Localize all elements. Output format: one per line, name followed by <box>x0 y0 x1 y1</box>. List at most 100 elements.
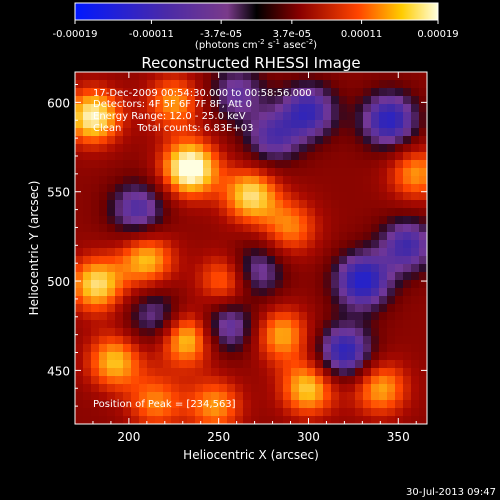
heatmap-cell <box>163 200 172 209</box>
heatmap-cell <box>139 72 148 81</box>
heatmap-cell <box>115 272 124 281</box>
heatmap-cell <box>283 296 292 305</box>
heatmap-cell <box>139 376 148 385</box>
heatmap-cell <box>195 216 204 225</box>
heatmap-cell <box>315 200 324 209</box>
heatmap-cell <box>315 80 324 89</box>
heatmap-cell <box>155 360 164 369</box>
heatmap-cell <box>411 344 420 353</box>
heatmap-cell <box>139 120 148 129</box>
heatmap-cell <box>267 128 276 137</box>
heatmap-cell <box>203 376 212 385</box>
heatmap-cell <box>283 368 292 377</box>
heatmap-cell <box>283 400 292 409</box>
heatmap-cell <box>187 168 196 177</box>
heatmap-cell <box>275 192 284 201</box>
heatmap-cell <box>387 232 396 241</box>
heatmap-cell <box>123 288 132 297</box>
heatmap-cell <box>403 264 412 273</box>
heatmap-cell <box>243 416 252 424</box>
heatmap-cell <box>251 232 260 241</box>
heatmap-cell <box>283 344 292 353</box>
heatmap-cell <box>163 344 172 353</box>
heatmap-cell <box>339 200 348 209</box>
heatmap-cell <box>187 112 196 121</box>
heatmap-cell <box>179 304 188 313</box>
heatmap-cell <box>131 168 140 177</box>
heatmap-cell <box>283 256 292 265</box>
heatmap-cell <box>387 392 396 401</box>
heatmap-cell <box>131 296 140 305</box>
heatmap-cell <box>259 392 268 401</box>
heatmap-cell <box>267 232 276 241</box>
heatmap-cell <box>419 384 427 393</box>
heatmap-cell <box>251 320 260 329</box>
heatmap-cell <box>211 256 220 265</box>
heatmap-cell <box>291 392 300 401</box>
heatmap-cell <box>179 400 188 409</box>
heatmap-cell <box>395 376 404 385</box>
heatmap-cell <box>107 272 116 281</box>
heatmap-cell <box>331 304 340 313</box>
heatmap-cell <box>251 336 260 345</box>
heatmap-cell <box>243 120 252 129</box>
heatmap-cell <box>91 72 100 81</box>
heatmap-cell <box>123 208 132 217</box>
heatmap-cell <box>195 272 204 281</box>
heatmap-cell <box>163 176 172 185</box>
heatmap-cell <box>315 208 324 217</box>
heatmap-cell <box>371 408 380 417</box>
heatmap-cell <box>347 328 356 337</box>
heatmap-cell <box>299 208 308 217</box>
heatmap-cell <box>195 360 204 369</box>
heatmap-cell <box>331 336 340 345</box>
heatmap-cell <box>243 280 252 289</box>
heatmap-cell <box>139 128 148 137</box>
heatmap-cell <box>107 328 116 337</box>
heatmap-cell <box>107 104 116 113</box>
heatmap-cell <box>387 256 396 265</box>
heatmap-cell <box>203 184 212 193</box>
heatmap-cell <box>395 256 404 265</box>
heatmap-cell <box>179 368 188 377</box>
heatmap-cell <box>123 272 132 281</box>
heatmap-cell <box>195 248 204 257</box>
heatmap-cell <box>131 200 140 209</box>
heatmap-cell <box>203 208 212 217</box>
heatmap-cell <box>315 400 324 409</box>
heatmap-cell <box>371 112 380 121</box>
heatmap-cell <box>211 400 220 409</box>
heatmap-cell <box>235 128 244 137</box>
heatmap-cell <box>91 160 100 169</box>
heatmap-cell <box>99 216 108 225</box>
heatmap-cell <box>251 352 260 361</box>
heatmap-cell <box>283 208 292 217</box>
colorbar: -0.00019 -0.00011 -3.7e-05 3.7e-05 0.00011 0.… <box>53 2 459 51</box>
heatmap-cell <box>403 344 412 353</box>
heatmap-cell <box>283 360 292 369</box>
heatmap-cell <box>403 376 412 385</box>
heatmap-cell <box>355 376 364 385</box>
heatmap-cell <box>291 328 300 337</box>
heatmap-cell <box>171 152 180 161</box>
heatmap-cell <box>395 328 404 337</box>
heatmap-cell <box>251 392 260 401</box>
heatmap-cell <box>75 120 84 129</box>
heatmap-cell <box>403 200 412 209</box>
heatmap-cell <box>339 248 348 257</box>
heatmap-cell <box>403 368 412 377</box>
heatmap-cell <box>267 376 276 385</box>
heatmap-cell <box>259 200 268 209</box>
heatmap-cell <box>99 320 108 329</box>
heatmap-cell <box>147 384 156 393</box>
heatmap-cell <box>291 200 300 209</box>
heatmap-cell <box>211 88 220 97</box>
heatmap-cell <box>139 256 148 265</box>
heatmap-cell <box>283 136 292 145</box>
heatmap-cell <box>363 96 372 105</box>
heatmap-cell <box>259 408 268 417</box>
heatmap-cell <box>283 168 292 177</box>
heatmap-cell <box>307 368 316 377</box>
heatmap-cell <box>395 296 404 305</box>
heatmap-cell <box>107 408 116 417</box>
